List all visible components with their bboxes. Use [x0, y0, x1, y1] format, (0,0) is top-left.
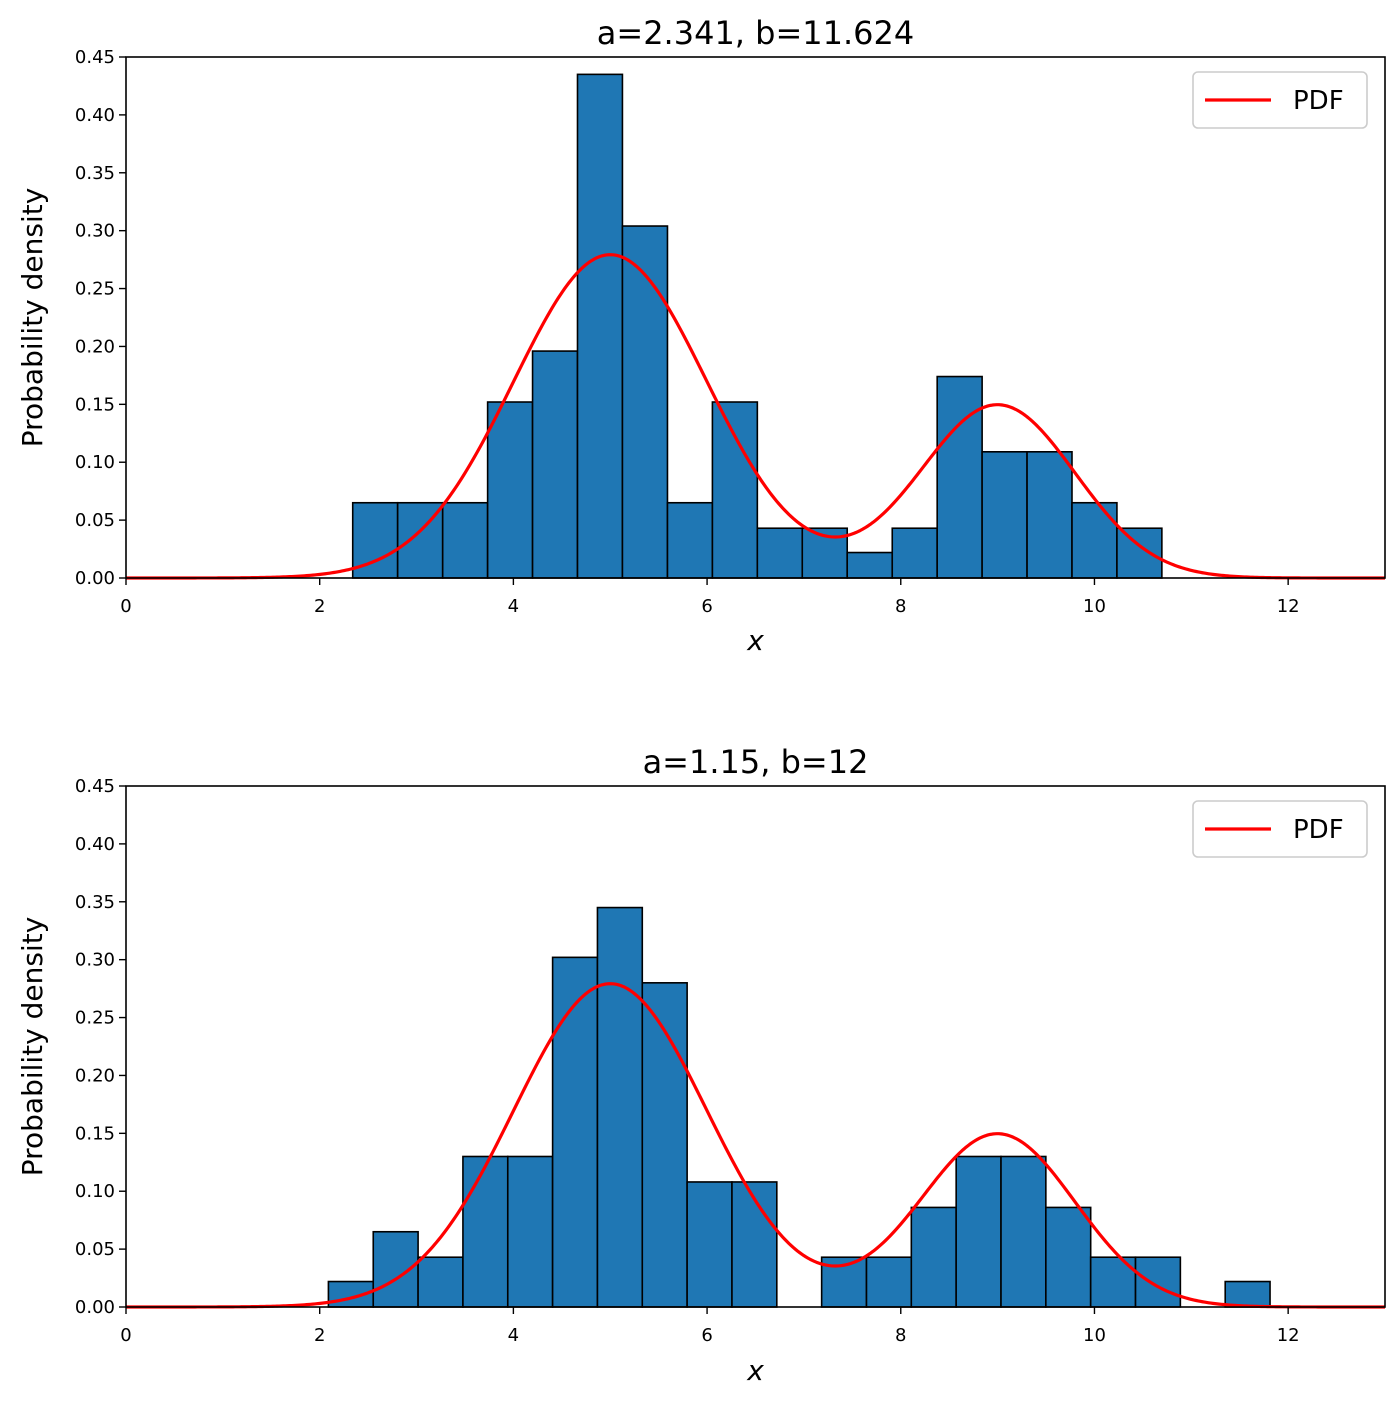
histogram-bar [441, 501, 489, 579]
histogram-bar [910, 1206, 957, 1308]
x-tick-label: 0 [120, 596, 131, 617]
axes-frame [125, 56, 1386, 579]
y-tick-label: 0.25 [75, 1008, 115, 1029]
histogram-bar [641, 982, 688, 1308]
histogram-bar [891, 527, 938, 579]
histogram-bar [1071, 501, 1118, 579]
y-tick-label: 0.25 [75, 279, 115, 300]
x-tick-label: 4 [508, 596, 519, 617]
histogram-bar [711, 401, 759, 579]
y-tick-label: 0.30 [75, 221, 115, 242]
y-tick-label: 0.10 [75, 452, 115, 473]
axes-frame [125, 785, 1386, 1308]
histogram-bar [576, 73, 624, 579]
y-tick-label: 0.15 [75, 394, 115, 415]
histogram-bar [596, 906, 644, 1308]
x-tick-label: 12 [1277, 596, 1300, 617]
y-tick-label: 0.40 [75, 105, 115, 126]
histogram-bar [621, 225, 669, 579]
histogram-bar [551, 956, 599, 1308]
x-axis-label: x [746, 1354, 764, 1387]
y-tick-label: 0.10 [75, 1181, 115, 1202]
x-tick-label: 6 [701, 1325, 712, 1346]
histogram-bar [686, 1181, 733, 1308]
y-tick-label: 0.15 [75, 1123, 115, 1144]
histogram-bar [486, 401, 534, 579]
y-tick-label: 0.00 [75, 1297, 115, 1318]
histogram-bar [531, 350, 579, 579]
y-tick-label: 0.00 [75, 568, 115, 589]
pdf-curve [126, 253, 1385, 580]
y-tick-label: 0.35 [75, 892, 115, 913]
x-tick-label: 8 [895, 596, 906, 617]
legend: PDF [1192, 800, 1368, 858]
y-tick-label: 0.05 [75, 1239, 115, 1260]
x-tick-label: 4 [508, 1325, 519, 1346]
histogram-bar [1134, 1256, 1182, 1308]
y-tick-label: 0.40 [75, 834, 115, 855]
histogram-bar [1116, 527, 1163, 579]
legend-box [1192, 71, 1368, 129]
chart-title: a=1.15, b=12 [643, 743, 869, 781]
histogram-bar [865, 1256, 913, 1308]
histogram-bar [666, 501, 714, 579]
y-tick-label: 0.45 [75, 776, 115, 797]
histogram-bar [1026, 451, 1073, 579]
x-tick-label: 10 [1083, 596, 1106, 617]
histogram-bar [1045, 1206, 1092, 1308]
y-axis-label: Probability density [16, 188, 49, 448]
histogram-bars [327, 906, 1271, 1308]
histogram-bar [417, 1256, 464, 1308]
y-axis-label: Probability density [16, 917, 49, 1177]
y-tick-label: 0.45 [75, 47, 115, 68]
x-tick-label: 8 [895, 1325, 906, 1346]
y-axis-ticks: 0.00 0.05 0.10 0.15 0.20 0.25 0.30 0.35 0.40 0.45 [75, 776, 126, 1318]
pdf-curve [126, 982, 1385, 1309]
histogram-bar [981, 451, 1028, 579]
histogram-bar [731, 1181, 778, 1308]
x-tick-label: 2 [314, 1325, 325, 1346]
chart-title: a=2.341, b=11.624 [597, 14, 914, 52]
histogram-bar [1224, 1280, 1271, 1308]
y-tick-label: 0.20 [75, 336, 115, 357]
legend-label-pdf: PDF [1293, 86, 1344, 116]
legend-label-pdf: PDF [1293, 815, 1344, 845]
histogram-bar [955, 1155, 1002, 1308]
histogram-bar [462, 1155, 509, 1308]
legend-box [1192, 800, 1368, 858]
x-tick-label: 12 [1277, 1325, 1300, 1346]
y-tick-label: 0.20 [75, 1065, 115, 1086]
chart-panel-1: 0 2 4 6 8 10 12 0.00 0.05 0.10 0.15 0.20 0.25 0.30 0.3… [16, 14, 1386, 657]
x-axis-ticks: 0 2 4 6 8 10 12 [120, 578, 1300, 617]
x-tick-label: 2 [314, 596, 325, 617]
y-tick-label: 0.35 [75, 163, 115, 184]
x-axis-ticks: 0 2 4 6 8 10 12 [120, 1307, 1300, 1346]
histogram-bar [936, 375, 983, 579]
y-axis-ticks: 0.00 0.05 0.10 0.15 0.20 0.25 0.30 0.35 0.40 0.45 [75, 47, 126, 589]
x-tick-label: 10 [1083, 1325, 1106, 1346]
histogram-bar [846, 551, 894, 579]
y-tick-label: 0.05 [75, 510, 115, 531]
x-axis-label: x [746, 624, 764, 657]
histogram-bar [1000, 1155, 1047, 1308]
chart-panel-2: 0 2 4 6 8 10 12 0.00 0.05 0.10 0.15 0.20 0.25 0.30 0.3… [16, 743, 1386, 1387]
legend: PDF [1192, 71, 1368, 129]
histogram-bar [506, 1155, 554, 1308]
y-tick-label: 0.30 [75, 950, 115, 971]
histogram-bars [351, 73, 1163, 579]
x-tick-label: 0 [120, 1325, 131, 1346]
histogram-bar [756, 527, 804, 579]
x-tick-label: 6 [701, 596, 712, 617]
